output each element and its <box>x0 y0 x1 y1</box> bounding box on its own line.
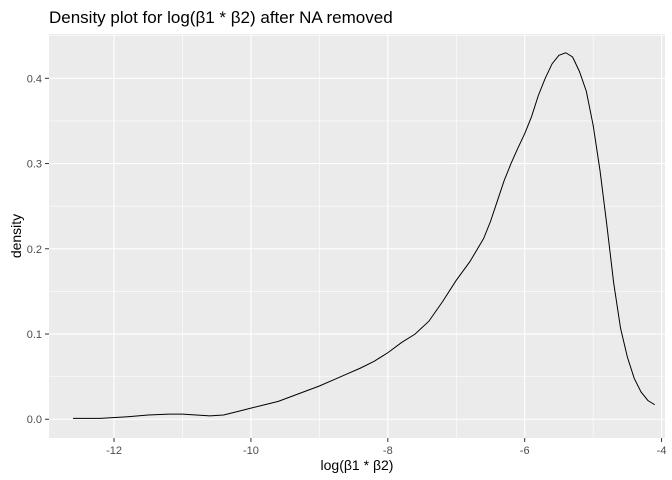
x-axis-title: log(β1 * β2) <box>321 457 394 473</box>
x-tick-label: -4 <box>657 445 667 457</box>
minor-gridlines <box>49 34 665 438</box>
chart-title: Density plot for log(β1 * β2) after NA r… <box>49 8 393 27</box>
x-tick-label: -6 <box>520 445 530 457</box>
density-curve <box>72 52 655 419</box>
major-gridlines <box>49 34 665 438</box>
y-axis-title: density <box>8 214 24 258</box>
y-axis-ticks: 0.0 0.1 0.2 0.3 0.4 <box>27 73 49 426</box>
y-tick-label: 0.0 <box>27 414 42 426</box>
y-tick-label: 0.3 <box>27 159 42 171</box>
y-tick-label: 0.2 <box>27 244 42 256</box>
plot-panel <box>49 34 665 438</box>
x-tick-label: -8 <box>383 445 393 457</box>
y-tick-label: 0.4 <box>27 73 42 85</box>
x-tick-label: -12 <box>106 445 122 457</box>
y-tick-label: 0.1 <box>27 329 42 341</box>
x-tick-label: -10 <box>243 445 259 457</box>
x-axis-ticks: -12 -10 -8 -6 -4 <box>106 438 666 457</box>
